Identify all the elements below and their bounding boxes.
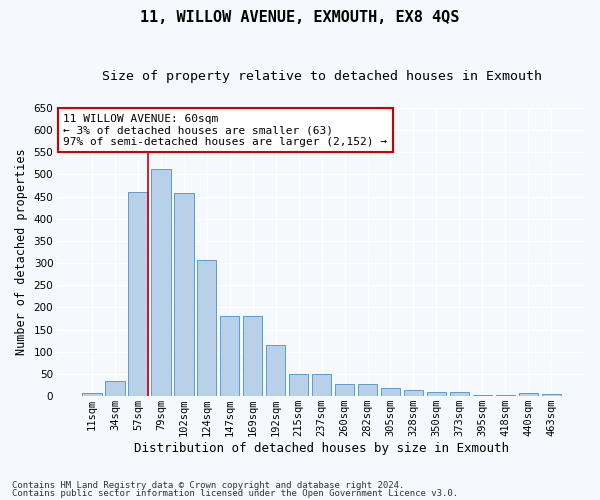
Title: Size of property relative to detached houses in Exmouth: Size of property relative to detached ho…: [101, 70, 542, 83]
Bar: [266, 345, 286, 396]
Bar: [151, 169, 170, 396]
Bar: [174, 194, 194, 396]
X-axis label: Distribution of detached houses by size in Exmouth: Distribution of detached houses by size …: [134, 442, 509, 455]
Bar: [358, 384, 377, 396]
Bar: [335, 384, 355, 396]
Text: 11, WILLOW AVENUE, EXMOUTH, EX8 4QS: 11, WILLOW AVENUE, EXMOUTH, EX8 4QS: [140, 10, 460, 25]
Text: 11 WILLOW AVENUE: 60sqm
← 3% of detached houses are smaller (63)
97% of semi-det: 11 WILLOW AVENUE: 60sqm ← 3% of detached…: [64, 114, 388, 146]
Bar: [289, 374, 308, 396]
Bar: [82, 393, 101, 396]
Bar: [197, 260, 217, 396]
Bar: [542, 394, 561, 396]
Text: Contains public sector information licensed under the Open Government Licence v3: Contains public sector information licen…: [12, 488, 458, 498]
Bar: [518, 392, 538, 396]
Bar: [220, 316, 239, 396]
Text: Contains HM Land Registry data © Crown copyright and database right 2024.: Contains HM Land Registry data © Crown c…: [12, 481, 404, 490]
Bar: [381, 388, 400, 396]
Bar: [105, 380, 125, 396]
Bar: [496, 395, 515, 396]
Bar: [427, 392, 446, 396]
Bar: [243, 316, 262, 396]
Bar: [128, 192, 148, 396]
Bar: [473, 395, 492, 396]
Bar: [404, 390, 423, 396]
Bar: [449, 392, 469, 396]
Y-axis label: Number of detached properties: Number of detached properties: [15, 148, 28, 356]
Bar: [312, 374, 331, 396]
